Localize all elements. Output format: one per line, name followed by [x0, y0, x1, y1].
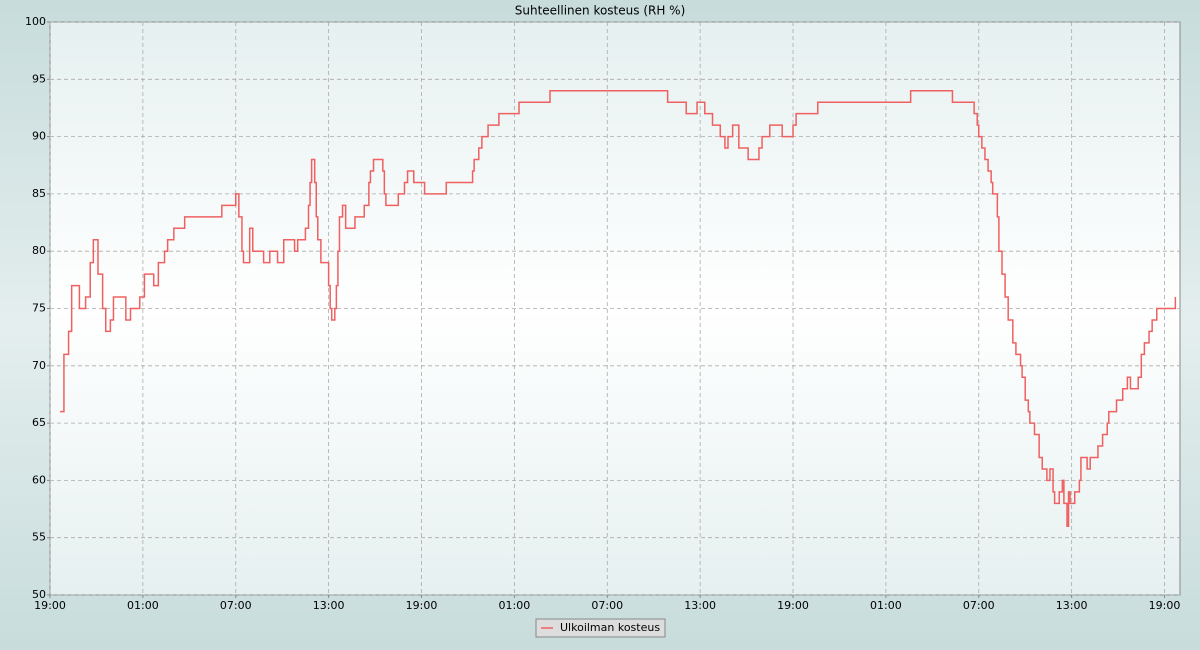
y-tick-label: 55	[32, 531, 46, 544]
line	[60, 90, 1177, 527]
y-tick-label: 80	[32, 244, 46, 257]
x-tick-label: 13:00	[684, 599, 716, 612]
x-tick-label: 13:00	[1056, 599, 1088, 612]
x-tick-label: 19:00	[406, 599, 438, 612]
y-tick-label: 95	[32, 72, 46, 85]
y-tick-label: 65	[32, 416, 46, 429]
legend-box	[535, 618, 666, 638]
y-tick-label: 50	[32, 588, 46, 601]
x-tick-label: 01:00	[870, 599, 902, 612]
x-tick-label: 07:00	[591, 599, 623, 612]
x-tick-label: 13:00	[313, 599, 345, 612]
y-tick-label: 75	[32, 302, 46, 315]
x-tick-label: 07:00	[963, 599, 995, 612]
legend-label: Ulkoilman kosteus	[560, 621, 660, 634]
x-tick-label: 01:00	[127, 599, 159, 612]
y-tick-label: 70	[32, 359, 46, 372]
legend: Ulkoilman kosteus	[535, 618, 666, 638]
x-tick-label: 01:00	[499, 599, 531, 612]
x-tick-label: 19:00	[34, 599, 66, 612]
x-tick-label: 19:00	[777, 599, 809, 612]
y-tick-label: 85	[32, 187, 46, 200]
y-tick-label: 60	[32, 473, 46, 486]
x-tick-label: 07:00	[220, 599, 252, 612]
x-tick-label: 19:00	[1149, 599, 1181, 612]
chart-title: Suhteellinen kosteus (RH %)	[515, 4, 686, 18]
y-tick-label: 90	[32, 130, 46, 143]
y-tick-label: 100	[25, 15, 46, 28]
